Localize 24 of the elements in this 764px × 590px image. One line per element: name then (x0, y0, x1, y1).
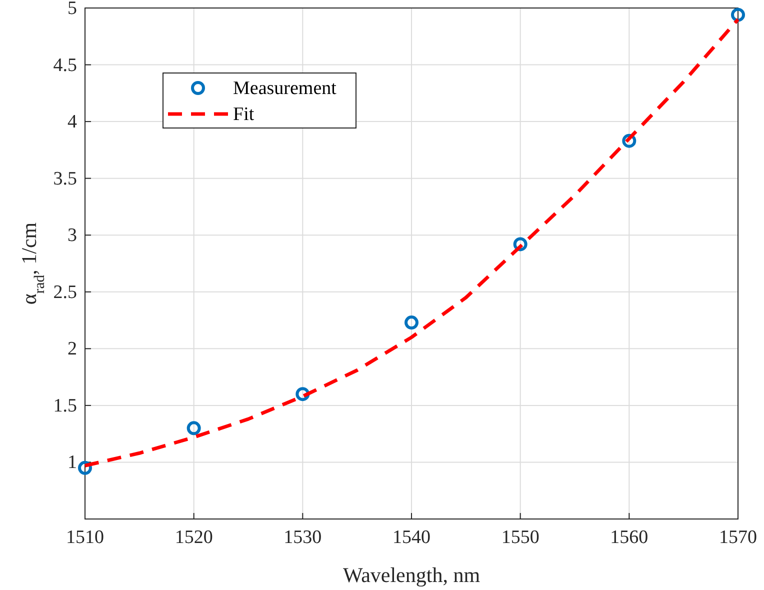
legend-label: Fit (233, 104, 255, 125)
legend-label: Measurement (233, 78, 338, 99)
y-tick-label: 1.5 (53, 395, 77, 416)
point (186, 421, 201, 436)
y-tick-label: 2 (68, 338, 77, 360)
y-tick-label: 5 (68, 0, 77, 19)
y-tick-label: 3.5 (53, 168, 77, 190)
x-tick-label: 1530 (284, 527, 322, 548)
point (404, 316, 418, 330)
x-tick-label: 1570 (719, 527, 757, 548)
y-tick-label: 1 (68, 452, 77, 474)
y-tick-label: 4 (68, 112, 78, 133)
x-tick-label: 1540 (392, 527, 430, 548)
x-tick-label: 1520 (174, 527, 213, 548)
x-tick-label: 1510 (66, 527, 104, 548)
y-tick-label: 2.5 (53, 282, 77, 303)
y-tick-label: 4.5 (53, 54, 77, 76)
x-tick-label: 1550 (501, 527, 540, 548)
x-axis-title: Wavelength, nm (342, 563, 480, 587)
point (731, 8, 745, 22)
point (513, 237, 528, 252)
y-tick-label: 3 (68, 225, 77, 246)
x-tick-label: 1560 (610, 527, 648, 548)
point (622, 134, 636, 148)
